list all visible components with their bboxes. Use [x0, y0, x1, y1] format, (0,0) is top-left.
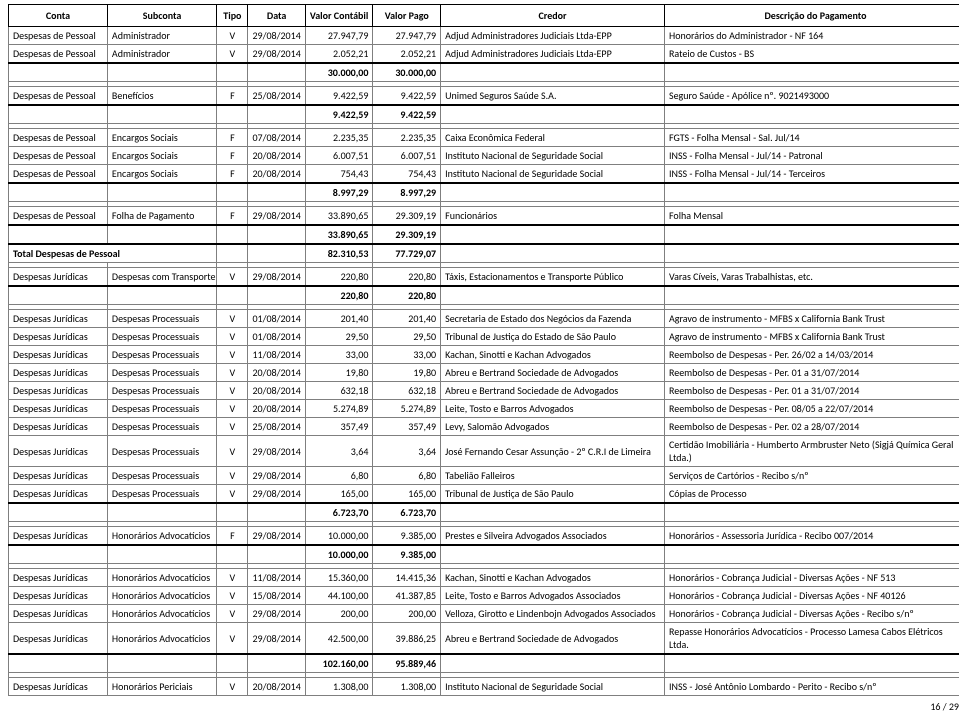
table-row: Despesas de PessoalEncargos SociaisF20/0… — [9, 165, 959, 184]
section-total-row: Total Despesas de Pessoal82.310,5377.729… — [9, 244, 959, 263]
table-row: Despesas JurídicasDespesas ProcessuaisV2… — [9, 382, 959, 400]
table-header-row: Conta Subconta Tipo Data Valor Contábil … — [9, 5, 959, 27]
subtotal-row: 33.890,6529.309,19 — [9, 225, 959, 244]
table-row: Despesas JurídicasDespesas com Transport… — [9, 268, 959, 287]
table-row: Despesas JurídicasDespesas ProcessuaisV1… — [9, 346, 959, 364]
col-header-vp: Valor Pago — [373, 5, 441, 27]
subtotal-row: 6.723,706.723,70 — [9, 503, 959, 522]
table-row: Despesas JurídicasDespesas ProcessuaisV2… — [9, 418, 959, 436]
table-row: Despesas JurídicasDespesas ProcessuaisV2… — [9, 400, 959, 418]
subtotal-row: 8.997,298.997,29 — [9, 183, 959, 202]
table-row: Despesas JurídicasDespesas ProcessuaisV0… — [9, 328, 959, 346]
table-row: Despesas JurídicasHonorários Advocatício… — [9, 569, 959, 587]
table-row: Despesas de PessoalBenefíciosF25/08/2014… — [9, 87, 959, 106]
table-row: Despesas de PessoalFolha de PagamentoF29… — [9, 207, 959, 226]
table-row: Despesas JurídicasDespesas ProcessuaisV0… — [9, 310, 959, 328]
table-row: Despesas de PessoalEncargos SociaisF20/0… — [9, 147, 959, 165]
table-row: Despesas JurídicasDespesas ProcessuaisV2… — [9, 467, 959, 485]
page-footer: 16 / 29 — [8, 696, 959, 717]
table-row: Despesas JurídicasHonorários Advocatício… — [9, 623, 959, 655]
col-header-conta: Conta — [9, 5, 108, 27]
subtotal-row: 9.422,599.422,59 — [9, 105, 959, 124]
subtotal-row: 10.000,009.385,00 — [9, 545, 959, 564]
table-row: Despesas JurídicasDespesas ProcessuaisV2… — [9, 485, 959, 504]
table-row: Despesas de PessoalEncargos SociaisF07/0… — [9, 129, 959, 147]
subtotal-row: 102.160,0095.889,46 — [9, 654, 959, 673]
col-header-credor: Credor — [441, 5, 665, 27]
col-header-tipo: Tipo — [217, 5, 248, 27]
data-table: Conta Subconta Tipo Data Valor Contábil … — [8, 4, 959, 696]
table-row: Despesas JurídicasHonorários Advocatício… — [9, 605, 959, 623]
table-row: Despesas JurídicasHonorários Advocatício… — [9, 527, 959, 546]
subtotal-row: 220,80220,80 — [9, 286, 959, 305]
subtotal-row: 30.000,0030.000,00 — [9, 63, 959, 82]
col-header-data: Data — [248, 5, 305, 27]
table-row: Despesas de PessoalAdministradorV29/08/2… — [9, 27, 959, 45]
table-row: Despesas de PessoalAdministradorV29/08/2… — [9, 45, 959, 64]
table-row: Despesas JurídicasDespesas ProcessuaisV2… — [9, 364, 959, 382]
col-header-vc: Valor Contábil — [305, 5, 373, 27]
table-row: Despesas JurídicasHonorários Advocatício… — [9, 587, 959, 605]
table-row: Despesas JurídicasDespesas ProcessuaisV2… — [9, 436, 959, 467]
col-header-subconta: Subconta — [107, 5, 216, 27]
col-header-desc: Descrição do Pagamento — [664, 5, 959, 27]
table-row: Despesas JurídicasHonorários PericiaisV2… — [9, 678, 959, 696]
